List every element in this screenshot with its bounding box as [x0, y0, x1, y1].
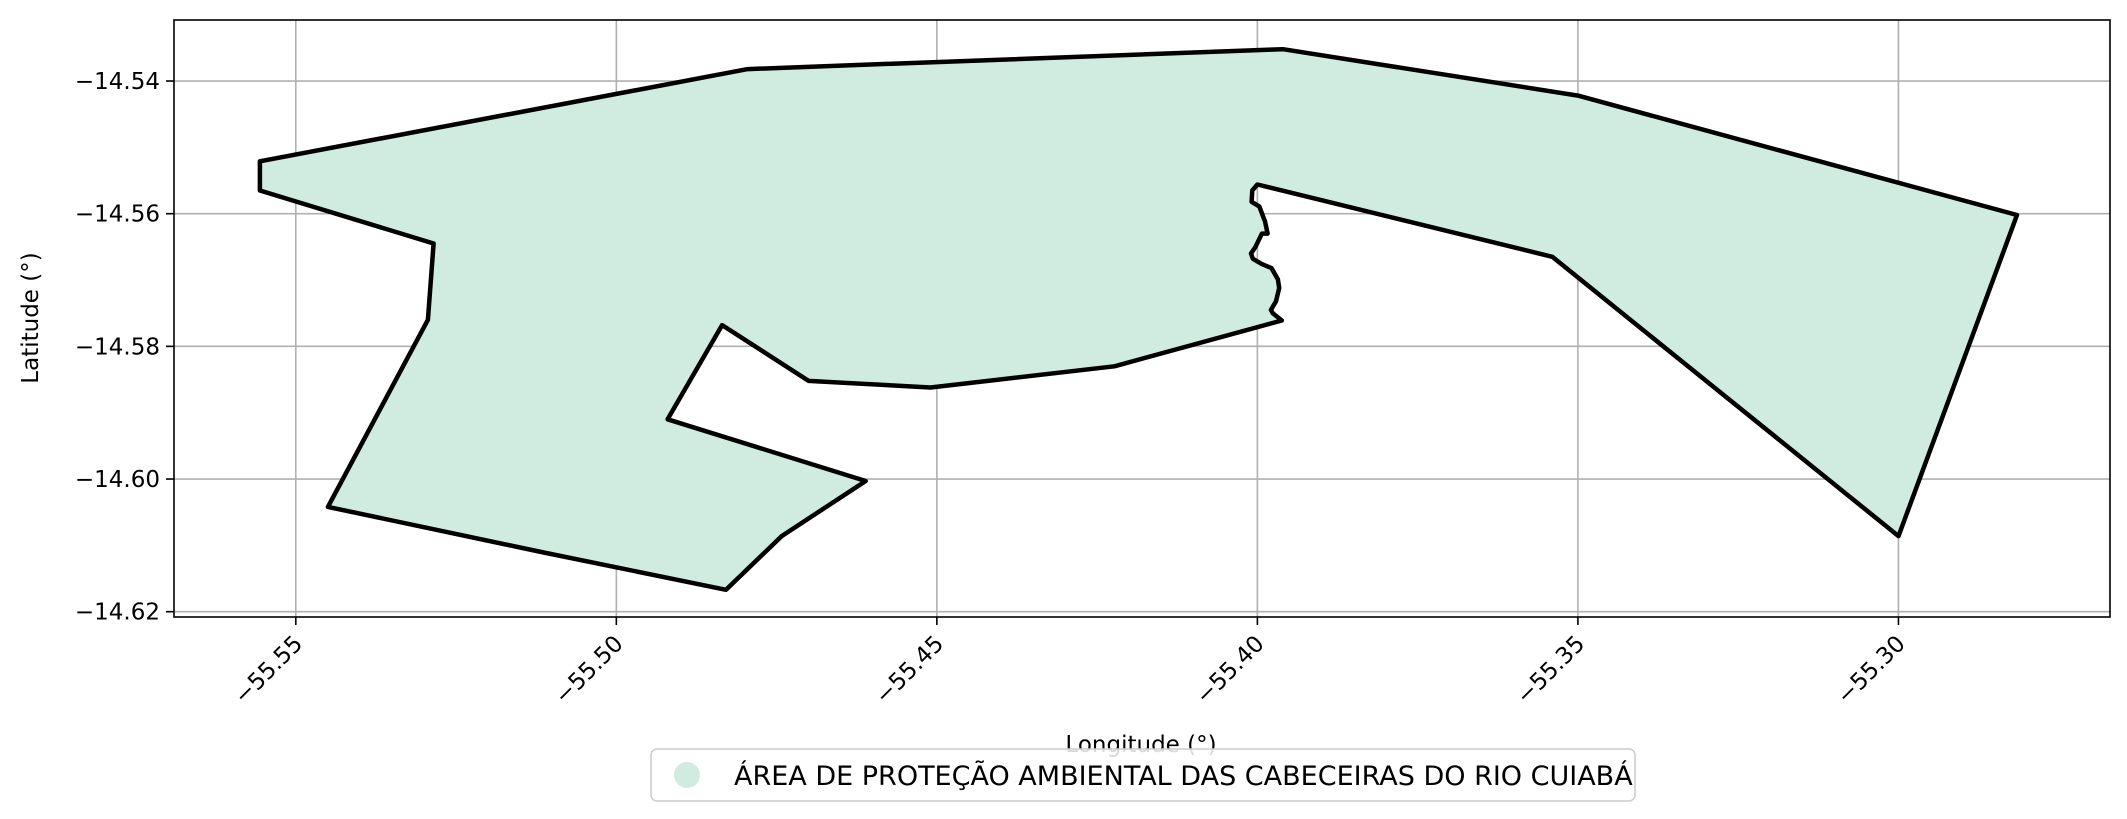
plot-frame — [173, 19, 2111, 618]
legend-marker-icon — [674, 762, 700, 788]
legend-entry-label: ÁREA DE PROTEÇÃO AMBIENTAL DAS CABECEIRA… — [734, 760, 1633, 792]
legend-box — [650, 748, 1636, 802]
x-tick-label: −55.45 — [871, 631, 950, 710]
y-tick-label: −14.54 — [75, 69, 160, 95]
y-axis-ticks: −14.54 −14.56 −14.58 −14.60 −14.62 — [75, 69, 174, 626]
x-tick-label: −55.55 — [229, 631, 308, 710]
x-axis-ticks: −55.55 −55.50 −55.45 −55.40 −55.35 −55.30 — [229, 617, 1911, 710]
y-tick-label: −14.58 — [75, 334, 160, 360]
x-tick-label: −55.50 — [550, 631, 629, 710]
legend: ÁREA DE PROTEÇÃO AMBIENTAL DAS CABECEIRA… — [650, 748, 1636, 802]
y-tick-label: −14.62 — [75, 600, 160, 626]
protected-area-polygon — [257, 46, 2020, 593]
y-axis-label: Latitude (°) — [18, 252, 44, 383]
x-tick-label: −55.30 — [1832, 631, 1911, 710]
x-tick-label: −55.40 — [1191, 631, 1270, 710]
y-tick-label: −14.60 — [75, 467, 160, 493]
x-tick-label: −55.35 — [1512, 631, 1591, 710]
y-tick-label: −14.56 — [75, 202, 160, 228]
